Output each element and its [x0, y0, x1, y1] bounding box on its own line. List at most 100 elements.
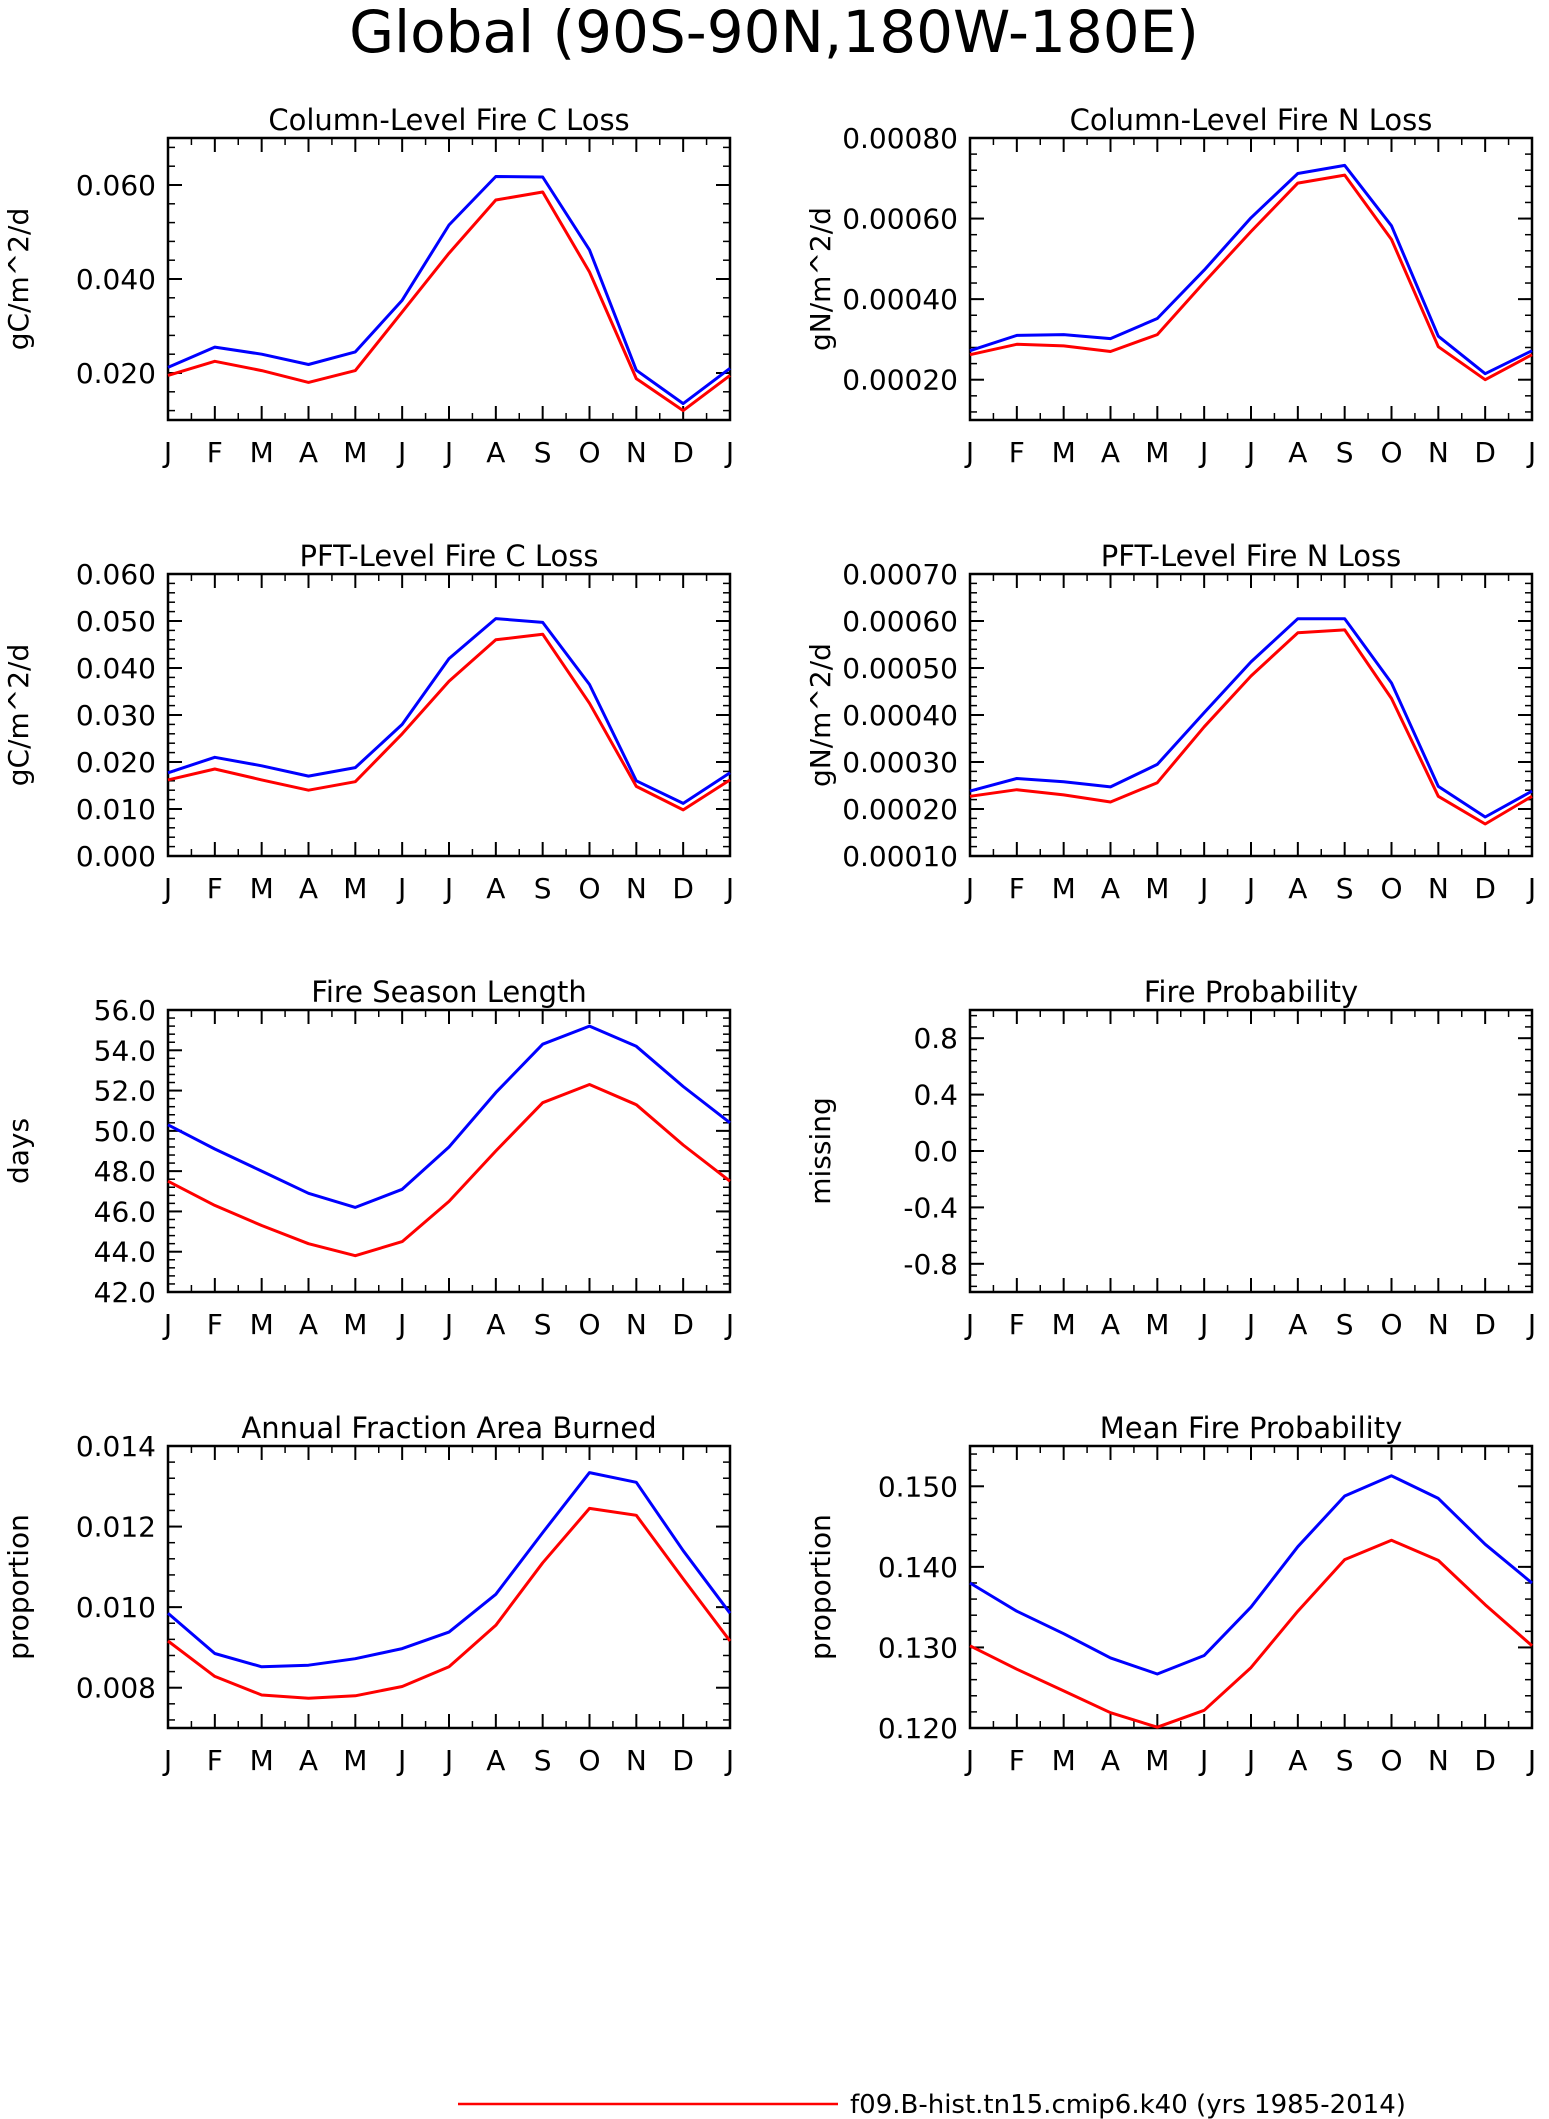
- x-tick-label: F: [1009, 1744, 1025, 1777]
- chart-annual-fraction-area-burned: J F M A M J J A S O N D J0.0080.0100.0120.014Annual …: [2, 1411, 734, 1777]
- x-tick-label: D: [672, 1308, 694, 1341]
- x-tick-label: O: [578, 1744, 600, 1777]
- x-tick-label: M: [1052, 436, 1076, 469]
- chart-column-level-fire-c-loss: J F M A M J J A S O N D J0.0200.0400.060Column-Level…: [2, 103, 734, 469]
- y-tick-label: 0.008: [76, 1672, 156, 1705]
- series-line-red: [167, 632, 731, 812]
- series-line-blue: [969, 1474, 1533, 1676]
- plot-frame: [968, 1008, 1534, 1294]
- x-tick-label: N: [1428, 1308, 1449, 1341]
- y-tick-label: 0.00020: [842, 364, 958, 397]
- x-tick-label: N: [626, 1744, 647, 1777]
- plot-frame: [166, 1444, 732, 1730]
- x-tick-label: J: [964, 872, 974, 905]
- series-line-blue: [167, 1471, 732, 1669]
- x-tick-label: S: [1336, 1744, 1354, 1777]
- y-tick-label: 46.0: [94, 1195, 156, 1228]
- x-tick-label: O: [578, 872, 600, 905]
- y-tick-label: -0.8: [903, 1248, 958, 1281]
- y-axis-label: gN/m^2/d: [804, 207, 837, 351]
- x-tick-label: J: [1198, 1744, 1208, 1777]
- panel-title: Annual Fraction Area Burned: [241, 1411, 656, 1445]
- x-tick-label: D: [672, 436, 694, 469]
- x-tick-label: J: [396, 436, 406, 469]
- x-tick-label: J: [162, 1744, 172, 1777]
- y-tick-label: 48.0: [94, 1155, 156, 1188]
- x-tick-label: S: [534, 872, 552, 905]
- x-tick-label: M: [1145, 436, 1169, 469]
- y-tick-label: 0.00020: [842, 793, 958, 826]
- x-tick-label: A: [486, 436, 505, 469]
- x-tick-label: J: [724, 872, 734, 905]
- x-tick-label: O: [1380, 872, 1402, 905]
- chart-panels: J F M A M J J A S O N D J0.0200.0400.060Column-Level…: [2, 103, 1536, 1777]
- y-tick-label: 56.0: [94, 994, 156, 1027]
- x-tick-label: O: [578, 436, 600, 469]
- x-tick-label: A: [1288, 436, 1307, 469]
- x-tick-label: F: [207, 1308, 223, 1341]
- y-tick-label: 0.030: [76, 699, 156, 732]
- x-tick-label: J: [724, 1744, 734, 1777]
- plot-frame: [968, 572, 1534, 858]
- series-line-blue: [167, 1024, 731, 1209]
- x-tick-label: M: [250, 1308, 274, 1341]
- chart-column-level-fire-n-loss: J F M A M J J A S O N D J0.000200.000400.000600.0008…: [804, 103, 1536, 469]
- y-axis-label: missing: [804, 1097, 837, 1205]
- x-tick-label: J: [724, 436, 734, 469]
- series-line-red: [969, 173, 1533, 382]
- y-tick-label: 0.050: [76, 605, 156, 638]
- x-tick-label: A: [486, 872, 505, 905]
- x-tick-label: S: [534, 436, 552, 469]
- x-tick-label: D: [1474, 436, 1496, 469]
- x-tick-label: A: [1101, 436, 1120, 469]
- x-tick-label: D: [1474, 1308, 1496, 1341]
- legend-label: f09.B-hist.tn15.cmip6.k40 (yrs 1985-2014…: [850, 2090, 1406, 2119]
- x-tick-label: J: [1245, 872, 1255, 905]
- x-tick-label: J: [964, 1308, 974, 1341]
- x-tick-label: M: [343, 1744, 367, 1777]
- y-tick-label: 0.00060: [842, 203, 958, 236]
- x-tick-label: M: [250, 436, 274, 469]
- panel-title: Fire Probability: [1144, 975, 1358, 1009]
- x-tick-label: N: [1428, 436, 1449, 469]
- x-tick-label: N: [626, 436, 647, 469]
- y-tick-label: 0.012: [76, 1511, 156, 1544]
- panel-title: Mean Fire Probability: [1100, 1411, 1403, 1445]
- x-tick-label: J: [964, 1744, 974, 1777]
- x-tick-label: F: [1009, 436, 1025, 469]
- x-tick-label: J: [1245, 1308, 1255, 1341]
- y-tick-label: 0.00080: [842, 122, 958, 155]
- y-tick-label: 0.00030: [842, 746, 958, 779]
- x-tick-label: J: [443, 1308, 453, 1341]
- x-tick-label: S: [534, 1308, 552, 1341]
- plot-frame: [166, 1008, 732, 1294]
- panel-title: PFT-Level Fire C Loss: [300, 539, 599, 573]
- series-line-red: [969, 628, 1533, 826]
- y-tick-label: 0.130: [878, 1631, 958, 1664]
- x-tick-label: F: [207, 872, 223, 905]
- x-tick-label: M: [343, 872, 367, 905]
- y-tick-label: 0.00040: [842, 699, 958, 732]
- y-axis-label: proportion: [804, 1514, 837, 1660]
- x-tick-label: O: [578, 1308, 600, 1341]
- x-tick-label: M: [343, 436, 367, 469]
- y-tick-label: 0.010: [76, 793, 156, 826]
- x-tick-label: D: [672, 872, 694, 905]
- x-tick-label: A: [299, 436, 318, 469]
- x-tick-label: J: [1526, 872, 1536, 905]
- x-tick-label: J: [964, 436, 974, 469]
- x-tick-label: A: [1288, 872, 1307, 905]
- x-tick-label: A: [299, 1308, 318, 1341]
- series-line-blue: [167, 175, 731, 406]
- y-tick-label: 54.0: [94, 1034, 156, 1067]
- x-tick-label: J: [396, 1744, 406, 1777]
- x-tick-label: O: [1380, 1744, 1402, 1777]
- x-tick-label: M: [250, 872, 274, 905]
- x-tick-label: A: [486, 1308, 505, 1341]
- x-tick-label: M: [1052, 1308, 1076, 1341]
- x-tick-label: A: [299, 1744, 318, 1777]
- x-tick-label: J: [724, 1308, 734, 1341]
